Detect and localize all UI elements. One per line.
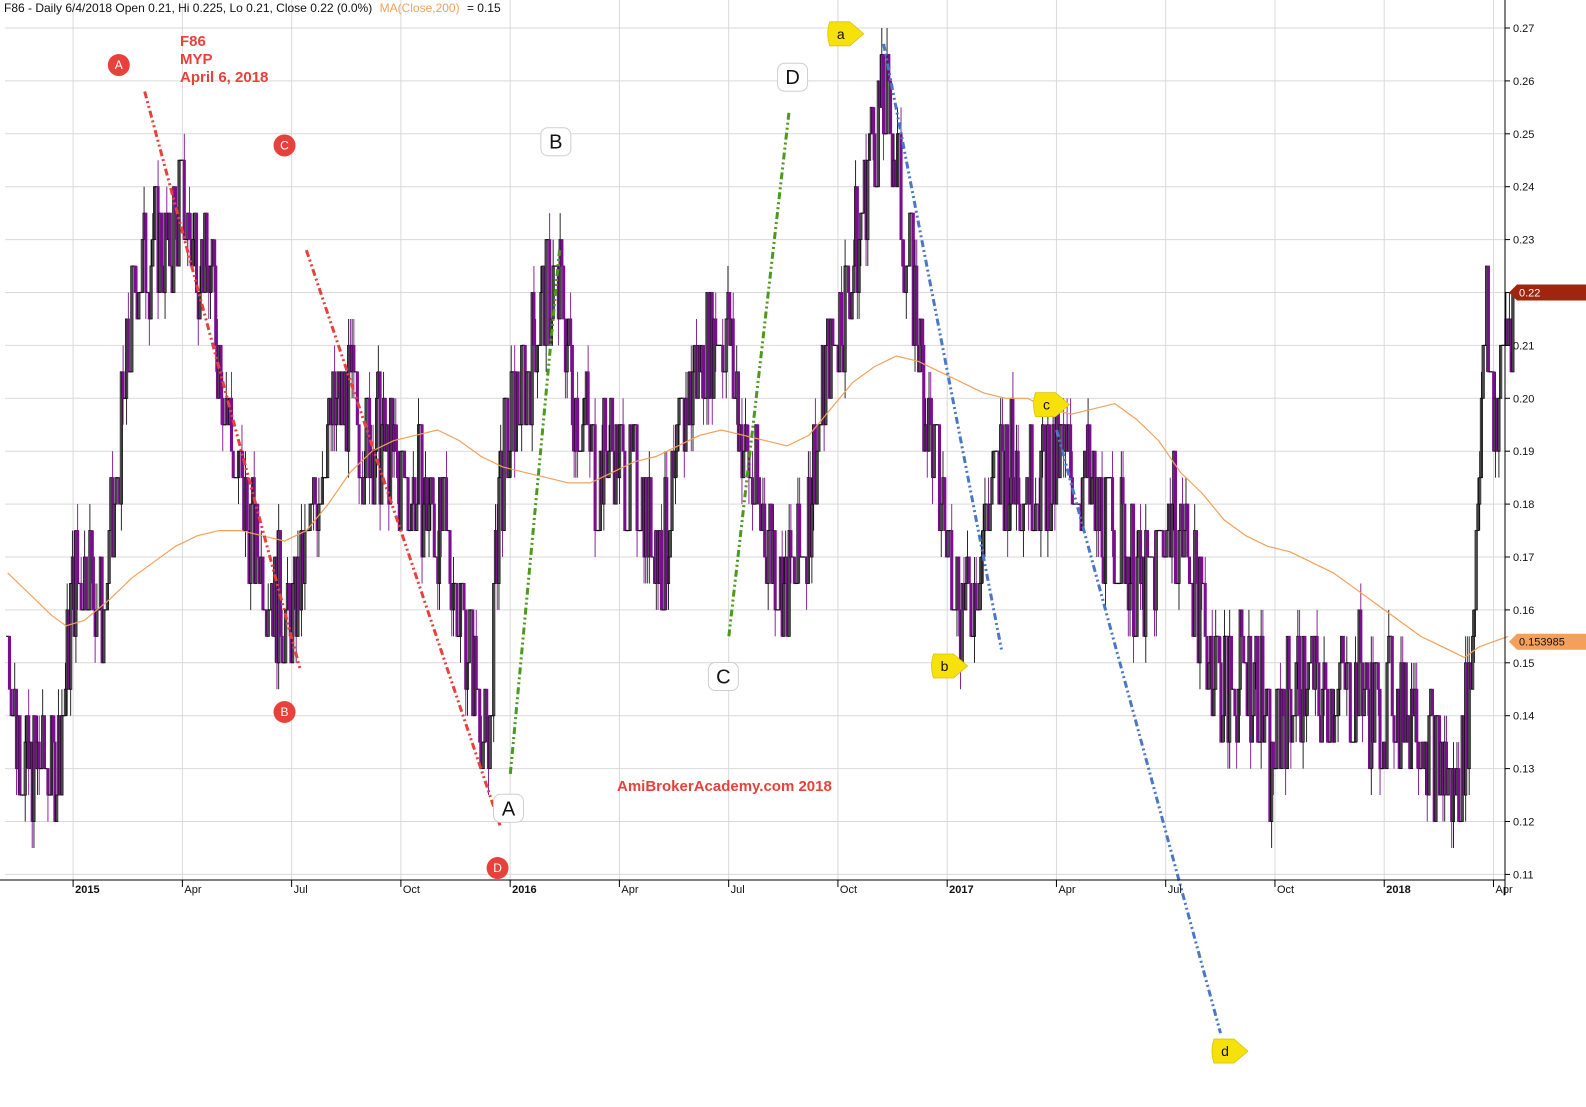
- y-tick-label: 0.17: [1513, 552, 1534, 564]
- yellow-label-text: b: [941, 658, 949, 674]
- x-tick-label: Apr: [184, 884, 201, 896]
- moving-average-line: [7, 355, 1509, 659]
- x-tick-label: Oct: [403, 884, 420, 896]
- ma-value-tag-shape: [1509, 633, 1586, 650]
- white-label-box: [493, 793, 525, 823]
- y-tick-label: 0.14: [1513, 711, 1534, 723]
- y-tick-label: 0.16: [1513, 605, 1534, 617]
- wave-label-yellow: a: [827, 21, 865, 47]
- red-label-text: C: [280, 138, 289, 152]
- ticker-line: F86 - Daily 6/4/2018 Open 0.21, Hi 0.225…: [4, 1, 372, 15]
- red-label-circle: [486, 857, 509, 880]
- wave-label-white: D: [777, 62, 809, 92]
- red-label-circle: [273, 700, 296, 723]
- annotation-exchange: MYP: [180, 51, 213, 68]
- y-tick-label: 0.27: [1513, 23, 1534, 35]
- x-tick-label: 2018: [1386, 884, 1410, 896]
- x-tick-label: Oct: [1277, 884, 1294, 896]
- y-tick-label: 0.23: [1513, 235, 1534, 247]
- trendlines: [143, 43, 1222, 1034]
- ma-value: = 0.15: [467, 1, 501, 15]
- ma-label: MA(Close,200): [380, 1, 460, 15]
- chart-header: F86 - Daily 6/4/2018 Open 0.21, Hi 0.225…: [4, 1, 501, 15]
- watermark: AmiBrokerAcademy.com 2018: [617, 778, 832, 795]
- y-axis-ticks: 0.270.260.250.240.230.220.210.200.190.18…: [1505, 23, 1534, 881]
- axes: [0, 0, 1506, 895]
- x-tick-label: Oct: [840, 884, 857, 896]
- trendline-blue: [1055, 429, 1222, 1034]
- white-label-box: [540, 127, 572, 157]
- wave-label-white: C: [707, 662, 739, 692]
- trendline-red: [143, 91, 302, 669]
- white-label-text: D: [785, 67, 799, 89]
- annotation-date: April 6, 2018: [180, 69, 268, 86]
- white-label-text: B: [549, 132, 562, 154]
- yellow-label-shape: [1033, 392, 1071, 418]
- x-tick-label: 2015: [75, 884, 99, 896]
- yellow-label-text: c: [1043, 397, 1050, 413]
- x-tick-label: Jul: [294, 884, 308, 896]
- price-bars: [6, 28, 1517, 848]
- red-label-circle: [107, 54, 130, 77]
- y-tick-label: 0.13: [1513, 764, 1534, 776]
- y-tick-label: 0.12: [1513, 817, 1534, 829]
- price-tags: 0.22 0.153985: [1509, 284, 1586, 650]
- last-price-tag: 0.22: [1509, 284, 1586, 301]
- white-label-box: [707, 662, 739, 692]
- wave-label-yellow: d: [1211, 1038, 1249, 1064]
- y-tick-label: 0.18: [1513, 499, 1534, 511]
- x-tick-label: Jul: [731, 884, 745, 896]
- x-tick-label: Apr: [1495, 884, 1512, 896]
- x-tick-label: Apr: [621, 884, 638, 896]
- ma-value-tag-text: 0.153985: [1519, 637, 1565, 649]
- last-price-tag-shape: [1509, 284, 1586, 301]
- y-tick-label: 0.24: [1513, 182, 1534, 194]
- wave-label-red: A: [107, 54, 130, 77]
- yellow-label-text: d: [1221, 1043, 1229, 1059]
- trendline-green: [508, 250, 561, 775]
- trendline-red: [304, 249, 502, 828]
- white-label-text: C: [716, 667, 730, 689]
- y-tick-label: 0.21: [1513, 340, 1534, 352]
- wave-label-yellow: c: [1033, 392, 1071, 418]
- yellow-label-shape: [827, 21, 865, 47]
- y-tick-label: 0.20: [1513, 393, 1534, 405]
- wave-label-yellow: b: [931, 653, 969, 679]
- x-tick-label: 2017: [949, 884, 973, 896]
- yellow-label-shape: [1211, 1038, 1249, 1064]
- x-tick-label: Jul: [1168, 884, 1182, 896]
- last-price-tag-text: 0.22: [1519, 288, 1540, 300]
- wave-label-white: B: [540, 127, 572, 157]
- wave-label-red: C: [273, 134, 296, 157]
- red-label-text: D: [493, 861, 502, 875]
- yellow-label-text: a: [837, 26, 845, 42]
- y-tick-label: 0.11: [1513, 869, 1534, 881]
- x-tick-label: Apr: [1058, 884, 1075, 896]
- yellow-label-shape: [931, 653, 969, 679]
- y-tick-label: 0.26: [1513, 76, 1534, 88]
- red-label-circle: [273, 134, 296, 157]
- ma-value-tag: 0.153985: [1509, 633, 1586, 650]
- red-label-text: A: [115, 58, 123, 72]
- x-tick-label: 2016: [512, 884, 536, 896]
- y-tick-label: 0.19: [1513, 446, 1534, 458]
- red-label-text: B: [281, 705, 289, 719]
- white-label-text: A: [502, 798, 516, 820]
- wave-label-white: A: [493, 793, 525, 823]
- wave-label-red: B: [273, 700, 296, 723]
- trendline-green: [727, 112, 791, 637]
- y-tick-label: 0.25: [1513, 129, 1534, 141]
- wave-labels: A C B D B D C Aa b c d: [107, 21, 1249, 1064]
- wave-label-red: D: [486, 857, 509, 880]
- annotation-ticker: F86: [180, 33, 206, 50]
- trendline-blue: [882, 43, 1004, 653]
- white-label-box: [777, 62, 809, 92]
- x-axis-ticks: 2015 Apr Jul Oct 2016 Apr Jul Oct 2017 Apr Jul Oct 2…: [72, 880, 1513, 896]
- y-tick-label: 0.15: [1513, 658, 1534, 670]
